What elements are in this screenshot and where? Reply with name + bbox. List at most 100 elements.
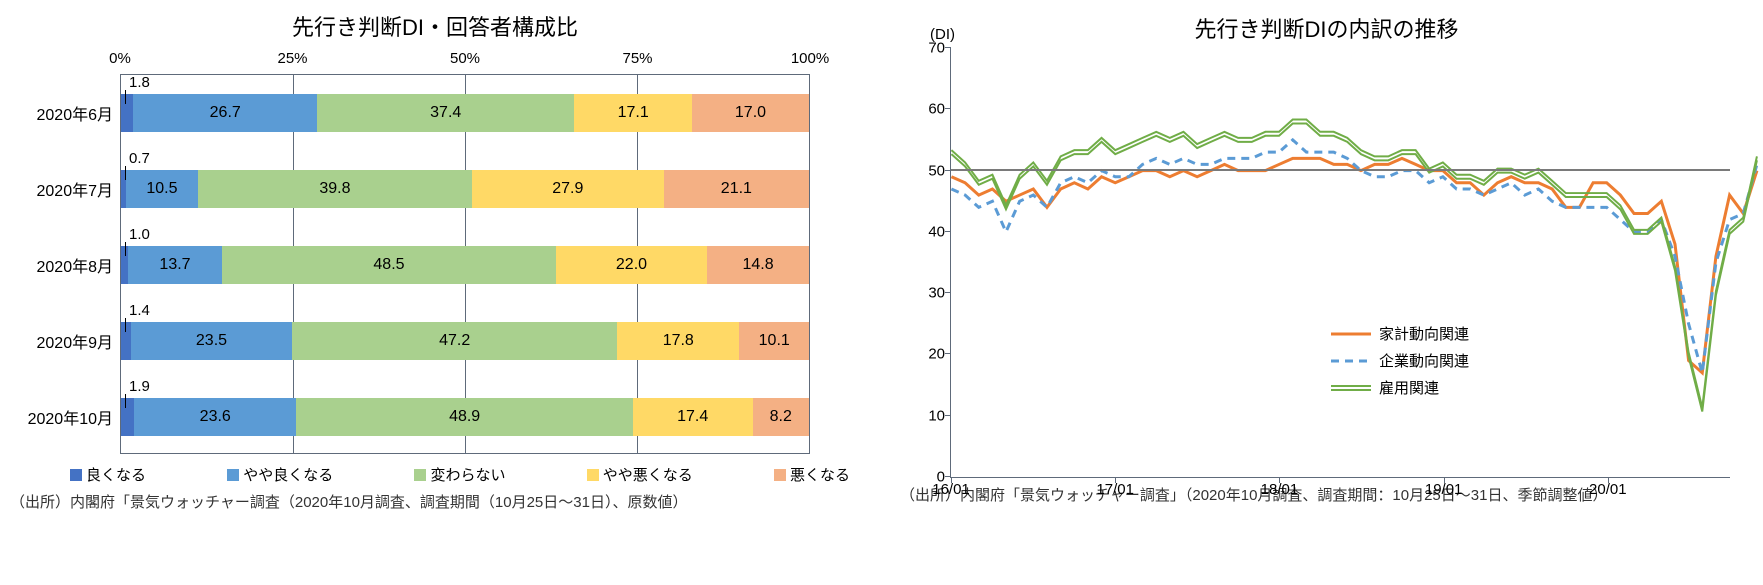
bar-row: 2020年6月26.737.417.117.0 — [121, 94, 809, 132]
line-chart-panel: 先行き判断DIの内訳の推移 (DI) 家計動向関連企業動向関連雇用関連 0102… — [880, 0, 1763, 585]
line-series-svg — [951, 48, 1730, 477]
bar-segment: 23.5 — [131, 322, 293, 360]
line-ytick: 40 — [928, 223, 951, 240]
legend-line-icon — [1331, 356, 1371, 366]
line-legend-item: 雇用関連 — [1331, 377, 1469, 398]
bar-segment: 17.1 — [574, 94, 692, 132]
reference-line — [951, 169, 1730, 171]
legend-swatch — [774, 469, 786, 481]
legend-label: 家計動向関連 — [1379, 323, 1469, 344]
bar-callout: 1.0 — [129, 226, 150, 243]
line-ytick-mark — [945, 292, 951, 293]
line-legend-item: 家計動向関連 — [1331, 323, 1469, 344]
legend-swatch — [70, 469, 82, 481]
line-xtick-mark — [1279, 477, 1280, 483]
bar-row-label: 2020年8月 — [11, 253, 121, 277]
line-ytick: 10 — [928, 407, 951, 424]
bar-legend-item: 悪くなる — [774, 464, 850, 485]
line-chart-title: 先行き判断DIの内訳の推移 — [900, 12, 1753, 44]
bar-row-label: 2020年6月 — [11, 101, 121, 125]
line-ytick-mark — [945, 415, 951, 416]
bar-segment: 17.4 — [633, 398, 753, 436]
bar-legend-item: やや良くなる — [227, 464, 333, 485]
legend-label: 変わらない — [430, 464, 505, 485]
bar-x-axis: 0%25%50%75%100% — [120, 50, 810, 74]
legend-swatch — [227, 469, 239, 481]
bar-callout-line — [125, 242, 126, 256]
legend-swatch — [414, 469, 426, 481]
bar-segment: 17.8 — [617, 322, 739, 360]
bar-callout-line — [125, 166, 126, 180]
line-ytick: 30 — [928, 285, 951, 302]
bar-legend-item: やや悪くなる — [587, 464, 693, 485]
bar-segment — [121, 398, 134, 436]
line-xtick-mark — [1608, 477, 1609, 483]
legend-label: やや悪くなる — [603, 464, 693, 485]
legend-line-icon — [1331, 383, 1371, 393]
legend-line-icon — [1331, 329, 1371, 339]
line-ytick-mark — [945, 353, 951, 354]
bar-segment: 17.0 — [692, 94, 809, 132]
bar-row: 2020年10月23.648.917.48.2 — [121, 398, 809, 436]
legend-label: 悪くなる — [790, 464, 850, 485]
bar-callout: 1.9 — [129, 378, 150, 395]
bar-chart-title: 先行き判断DI・回答者構成比 — [10, 10, 860, 42]
bar-legend-item: 変わらない — [414, 464, 505, 485]
bar-xtick: 50% — [450, 50, 480, 67]
line-xtick-mark — [951, 477, 952, 483]
bar-callout: 1.4 — [129, 302, 150, 319]
line-xtick-mark — [1444, 477, 1445, 483]
line-plot-area: 家計動向関連企業動向関連雇用関連 01020304050607016/0117/… — [950, 48, 1730, 478]
bar-xtick: 25% — [277, 50, 307, 67]
bar-segment: 13.7 — [128, 246, 222, 284]
legend-label: 良くなる — [86, 464, 146, 485]
line-ytick: 60 — [928, 101, 951, 118]
line-ytick-mark — [945, 47, 951, 48]
bar-segment: 27.9 — [472, 170, 664, 208]
line-ytick: 20 — [928, 346, 951, 363]
bar-segment: 47.2 — [292, 322, 617, 360]
bar-row: 2020年8月13.748.522.014.8 — [121, 246, 809, 284]
stacked-bar-panel: 先行き判断DI・回答者構成比 0%25%50%75%100% 2020年6月26… — [0, 0, 880, 585]
line-ytick: 50 — [928, 162, 951, 179]
bar-row-label: 2020年10月 — [11, 405, 121, 429]
line-ytick: 70 — [928, 40, 951, 57]
line-ytick-mark — [945, 108, 951, 109]
bar-callout-line — [125, 394, 126, 408]
bar-legend: 良くなる やや良くなる 変わらない やや悪くなる 悪くなる — [70, 464, 850, 485]
bar-row-label: 2020年7月 — [11, 177, 121, 201]
bar-segment: 26.7 — [133, 94, 317, 132]
bar-segment: 10.5 — [126, 170, 198, 208]
bar-chart: 0%25%50%75%100% 2020年6月26.737.417.117.01… — [10, 50, 860, 485]
bar-xtick: 100% — [791, 50, 829, 67]
bar-segment: 48.9 — [296, 398, 632, 436]
bar-callout-line — [125, 90, 126, 104]
legend-label: 企業動向関連 — [1379, 350, 1469, 371]
bar-row: 2020年7月10.539.827.921.1 — [121, 170, 809, 208]
bar-legend-item: 良くなる — [70, 464, 146, 485]
bar-segment: 22.0 — [556, 246, 707, 284]
bar-xtick: 75% — [622, 50, 652, 67]
legend-swatch — [587, 469, 599, 481]
bar-xtick: 0% — [109, 50, 131, 67]
bar-row-label: 2020年9月 — [11, 329, 121, 353]
bar-callout: 1.8 — [129, 74, 150, 91]
bar-segment — [121, 94, 133, 132]
bar-segment: 21.1 — [664, 170, 809, 208]
bar-plot-area: 2020年6月26.737.417.117.0 1.8 2020年7月10.539.… — [120, 74, 810, 454]
line-legend-item: 企業動向関連 — [1331, 350, 1469, 371]
bar-segment: 37.4 — [317, 94, 574, 132]
line-legend: 家計動向関連企業動向関連雇用関連 — [1331, 323, 1469, 404]
bar-segment: 23.6 — [134, 398, 296, 436]
bar-source: （出所）内閣府「景気ウォッチャー調査（2020年10月調査、調査期間（10月25… — [10, 491, 860, 512]
bar-callout-line — [125, 318, 126, 332]
line-ytick-mark — [945, 231, 951, 232]
bar-segment: 48.5 — [222, 246, 556, 284]
bar-row: 2020年9月23.547.217.810.1 — [121, 322, 809, 360]
legend-label: やや良くなる — [243, 464, 333, 485]
legend-label: 雇用関連 — [1379, 377, 1439, 398]
bar-segment: 8.2 — [753, 398, 809, 436]
line-chart: (DI) 家計動向関連企業動向関連雇用関連 01020304050607016/… — [950, 48, 1753, 478]
bar-callout: 0.7 — [129, 150, 150, 167]
line-xtick-mark — [1115, 477, 1116, 483]
